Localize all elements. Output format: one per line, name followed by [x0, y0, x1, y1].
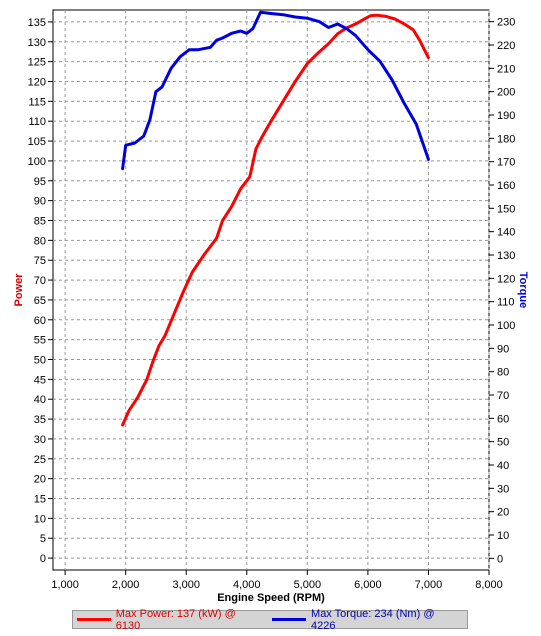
y-right-tick-label: 210 [497, 63, 515, 75]
x-tick-label: 7,000 [415, 579, 443, 591]
legend-label-power: Max Power: 137 (kW) @ 6130 [115, 607, 236, 632]
y-left-tick-label: 75 [34, 255, 46, 267]
y-right-tick-label: 180 [497, 133, 515, 145]
y-right-tick-label: 50 [497, 437, 509, 449]
y-left-tick-label: 95 [34, 176, 46, 188]
x-tick-label: 4,000 [233, 579, 261, 591]
y-right-axis-title: Torque [517, 272, 529, 308]
y-right-tick-label: 230 [497, 17, 515, 29]
y-left-tick-label: 80 [34, 235, 46, 247]
y-left-tick-label: 70 [34, 275, 46, 287]
y-left-tick-label: 120 [28, 76, 46, 88]
y-right-tick-label: 190 [497, 110, 515, 122]
y-left-tick-label: 30 [34, 434, 46, 446]
series-lines [121, 10, 430, 427]
y-right-tick-label: 200 [497, 87, 515, 99]
y-right-tick-label: 80 [497, 367, 509, 379]
y-right-tick-label: 90 [497, 343, 509, 355]
torque-series-line [121, 10, 430, 171]
y-left-tick-label: 5 [40, 533, 46, 545]
power-series-line [121, 13, 430, 427]
y-right-tick-label: 110 [497, 297, 515, 309]
y-left-tick-label: 130 [28, 37, 46, 49]
y-left-tick-label: 50 [34, 355, 46, 367]
y-left-tick-label: 110 [28, 116, 46, 128]
y-left-tick-label: 10 [34, 513, 46, 525]
y-right-tick-label: 170 [497, 157, 515, 169]
y-left-tick-label: 115 [28, 96, 46, 108]
x-tick-label: 8,000 [475, 579, 503, 591]
y-left-tick-label: 125 [28, 57, 46, 69]
plot-area [52, 9, 490, 571]
y-left-tick-label: 45 [34, 374, 46, 386]
legend: Max Power: 137 (kW) @ 6130 Max Torque: 2… [72, 608, 468, 632]
y-right-tick-label: 160 [497, 180, 515, 192]
x-tick-label: 5,000 [294, 579, 322, 591]
x-axis-title: Engine Speed (RPM) [217, 592, 325, 604]
y-left-tick-label: 55 [34, 335, 46, 347]
x-tick-label: 6,000 [354, 579, 382, 591]
legend-item-power: Max Power: 137 (kW) @ 6130 [77, 608, 262, 632]
y-left-tick-label: 100 [28, 156, 46, 168]
y-right-tick-label: 70 [497, 390, 509, 402]
y-right-tick-label: 20 [497, 507, 509, 519]
y-left-axis-title: Power [13, 273, 25, 307]
y-left-tick-label: 105 [28, 136, 46, 148]
y-right-tick-label: 120 [497, 273, 515, 285]
y-left-tick-label: 60 [34, 315, 46, 327]
legend-item-torque: Max Torque: 234 (Nm) @ 4226 [272, 608, 461, 632]
y-right-tick-label: 140 [497, 227, 515, 239]
y-right-tick-label: 0 [497, 553, 503, 565]
legend-swatch-torque [272, 618, 307, 621]
y-right-tick-label: 220 [497, 40, 515, 52]
y-right-tick-label: 60 [497, 413, 509, 425]
legend-label-torque: Max Torque: 234 (Nm) @ 4226 [311, 607, 435, 632]
y-right-tick-label: 100 [497, 320, 515, 332]
y-left-tick-label: 35 [34, 414, 46, 426]
x-tick-label: 1,000 [51, 579, 79, 591]
y-left-tick-label: 20 [34, 474, 46, 486]
y-left-tick-label: 25 [34, 454, 46, 466]
tick-labels: 1,000 2,000 3,000 4,000 5,000 6,000 7,000 8,000… [28, 17, 516, 591]
y-left-tick-label: 65 [34, 295, 46, 307]
grid-lines [48, 10, 494, 575]
y-left-tick-label: 0 [40, 553, 46, 565]
y-right-tick-label: 10 [497, 530, 509, 542]
legend-swatch-power [77, 618, 111, 621]
x-tick-label: 3,000 [172, 579, 200, 591]
y-right-tick-label: 40 [497, 460, 509, 472]
y-right-tick-label: 150 [497, 203, 515, 215]
y-right-tick-label: 30 [497, 483, 509, 495]
y-left-tick-label: 40 [34, 394, 46, 406]
y-left-tick-label: 135 [28, 17, 46, 29]
x-tick-label: 2,000 [112, 579, 140, 591]
y-right-tick-label: 130 [497, 250, 515, 262]
y-left-tick-label: 85 [34, 215, 46, 227]
y-left-tick-label: 15 [34, 494, 46, 506]
y-left-tick-label: 90 [34, 196, 46, 208]
